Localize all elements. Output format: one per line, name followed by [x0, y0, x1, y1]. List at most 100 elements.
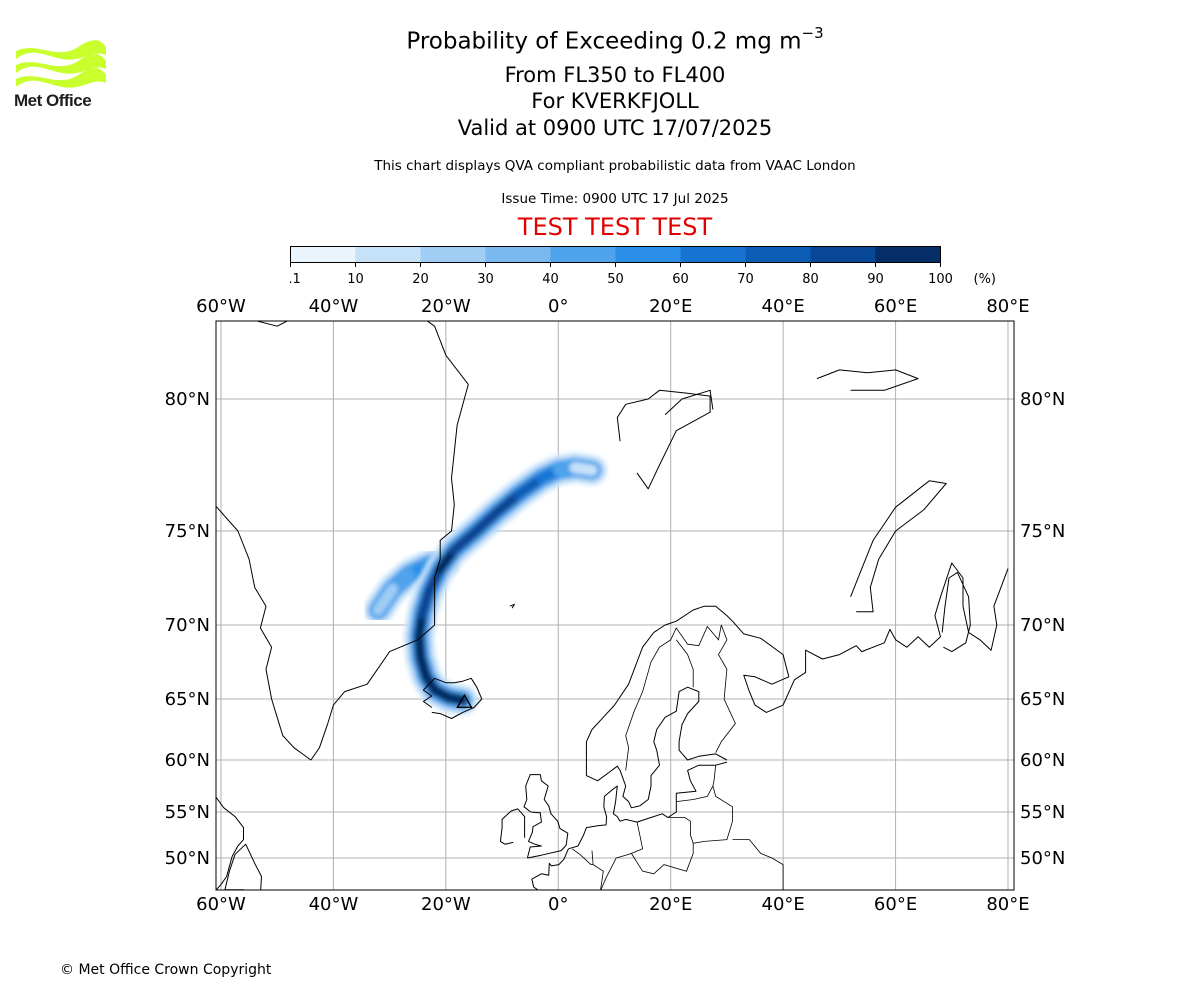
colorbar-segment	[810, 246, 876, 263]
latitude-label-right: 55°N	[1020, 802, 1065, 823]
colorbar-tick-label: 70	[737, 272, 754, 287]
probability-colorbar: 0.1 10 20 30 40 50 60 70 80 90 100 (%)	[290, 246, 997, 287]
map-frame	[215, 320, 1015, 891]
latitude-label-right: 65°N	[1020, 689, 1065, 710]
colorbar-segment	[420, 246, 486, 263]
plume-envelope	[363, 546, 461, 625]
plume-branch	[363, 546, 461, 625]
colorbar-tick-label: 10	[347, 272, 364, 287]
colorbar-tick-label: 60	[672, 272, 689, 287]
britain-coastline	[523, 774, 569, 859]
plume-core-segment	[413, 608, 428, 643]
latitude-label-left: 80°N	[165, 389, 210, 410]
colorbar-segment	[875, 246, 941, 263]
border-line	[676, 765, 717, 802]
ash-plume	[403, 452, 607, 716]
map-content	[216, 321, 1014, 890]
plume-core-segment	[569, 462, 598, 476]
plume-core-segment	[415, 652, 432, 683]
coastlines	[216, 321, 1009, 890]
yamal-coastline	[941, 571, 971, 653]
colorbar-tick-label: 100	[928, 272, 953, 287]
latitude-label-right: 75°N	[1020, 521, 1065, 542]
baltic-south-coastline	[568, 761, 728, 850]
border-line	[591, 850, 604, 890]
chart-title: Probability of Exceeding 0.2 mg m−3	[406, 24, 824, 55]
latitude-label-right: 50°N	[1020, 848, 1065, 869]
longitude-label-top: 60°W	[196, 296, 246, 317]
colorbar-segment	[290, 246, 356, 263]
longitude-label-top: 20°E	[649, 296, 692, 317]
latitude-label-left: 75°N	[165, 521, 210, 542]
plume-mid	[408, 457, 602, 711]
copyright-text: © Met Office Crown Copyright	[60, 962, 272, 978]
plume-core-segment	[429, 684, 455, 704]
newfoundland-coastline	[224, 843, 262, 890]
norway-south-coastline	[586, 686, 728, 809]
longitude-label-bottom: 20°W	[421, 894, 471, 915]
plume-core-segment	[416, 585, 435, 620]
plume-core-segment	[423, 563, 446, 597]
colorbar-tick-label: 80	[802, 272, 819, 287]
plume-envelope	[403, 452, 607, 716]
latitude-label-left: 50°N	[165, 848, 210, 869]
plume-core-segment	[535, 464, 564, 484]
colorbar-segment	[355, 246, 421, 263]
latitude-label-left: 70°N	[165, 615, 210, 636]
latitude-label-left: 60°N	[165, 750, 210, 771]
colorbar-segment	[485, 246, 551, 263]
longitude-label-top: 40°W	[309, 296, 359, 317]
france-coastline	[531, 848, 569, 890]
longitude-label-bottom: 80°E	[986, 894, 1029, 915]
plume-core-segment	[552, 462, 581, 476]
plume-core-segment	[443, 692, 469, 706]
border-line	[715, 624, 736, 753]
plume-mid	[368, 551, 456, 620]
qva-note: This chart displays QVA compliant probab…	[374, 158, 856, 174]
colorbar-tick-label: 90	[867, 272, 884, 287]
longitude-label-top: 20°W	[421, 296, 471, 317]
border-line	[600, 822, 644, 890]
border-line	[572, 848, 594, 865]
plume-core-segment	[420, 671, 441, 696]
plume-core-segment	[468, 507, 502, 539]
iceland-coastline	[422, 677, 483, 719]
colorbar-segment	[615, 246, 681, 263]
colorbar-unit: (%)	[974, 272, 997, 287]
colorbar-tick-label: 20	[412, 272, 429, 287]
latitude-label-left: 55°N	[165, 802, 210, 823]
test-banner: TEST TEST TEST	[517, 213, 713, 241]
colorbar-segment	[680, 246, 746, 263]
colorbar-tick-label: 0.1	[290, 272, 301, 287]
latitude-label-right: 80°N	[1020, 389, 1065, 410]
plume-core-segment	[490, 488, 525, 519]
issue-time: Issue Time: 0900 UTC 17 Jul 2025	[501, 191, 729, 207]
longitude-label-top: 0°	[548, 296, 568, 317]
met-office-logo-icon	[16, 40, 106, 88]
volcano-marker-icon	[456, 693, 473, 708]
border-line	[625, 624, 722, 771]
plume-core-segment	[413, 631, 427, 664]
longitude-label-bottom: 40°W	[309, 894, 359, 915]
plume-core-segment	[513, 472, 547, 500]
border-line	[675, 639, 694, 688]
plume-core-segment	[372, 583, 398, 616]
longitude-label-bottom: 60°W	[196, 894, 246, 915]
flight-level-range: From FL350 to FL400	[504, 63, 726, 87]
border-line	[732, 839, 784, 890]
longitude-label-top: 80°E	[986, 296, 1029, 317]
novaya-zemlya-coastline	[850, 480, 947, 613]
colorbar-segment	[550, 246, 616, 263]
svalbard-coastline	[616, 389, 711, 490]
plume-core-segment	[423, 555, 452, 571]
greenland-coastline	[216, 321, 469, 761]
latitude-label-right: 60°N	[1020, 750, 1065, 771]
north-america-coastline	[216, 796, 244, 890]
latitude-label-left: 65°N	[165, 689, 210, 710]
jan-mayen-coastline	[509, 603, 515, 609]
ireland-coastline	[499, 808, 526, 845]
plume-core-segment	[403, 559, 435, 580]
plume-core-segment	[434, 544, 460, 575]
latitude-label-right: 70°N	[1020, 615, 1065, 636]
